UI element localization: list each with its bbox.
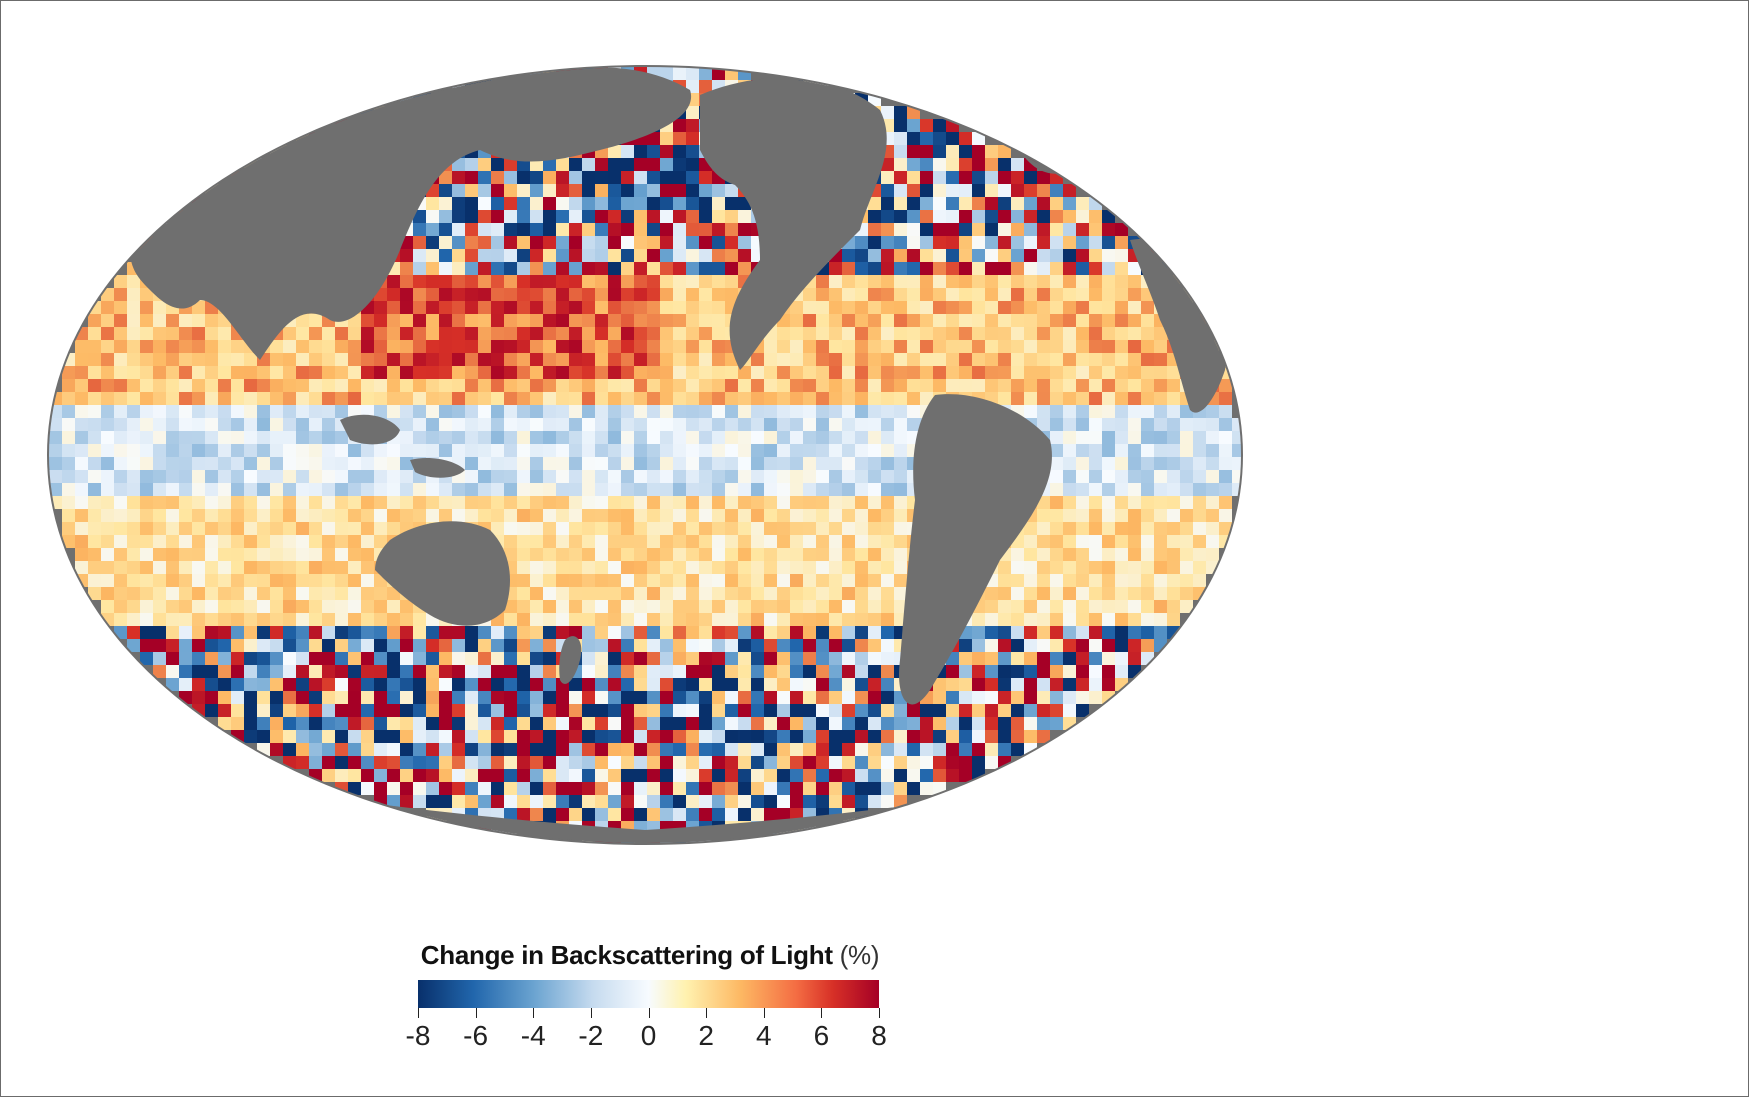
color-legend: Change in Backscattering of Light (%) -8… — [406, 940, 890, 1060]
colorbar-tick — [533, 1008, 535, 1018]
colorbar-tick — [648, 1008, 650, 1018]
colorbar-tick-label: 8 — [871, 1020, 887, 1051]
colorbar-tick-label: 2 — [698, 1020, 714, 1051]
new-zealand-landmass — [559, 636, 582, 684]
colorbar-tick — [418, 1008, 419, 1018]
legend-unit: (%) — [839, 940, 880, 970]
colorbar-tick-label: 4 — [755, 1020, 772, 1051]
colorbar-tick-label: -4 — [520, 1020, 546, 1051]
colorbar-tick — [706, 1008, 708, 1018]
colorbar-tick-label: -6 — [463, 1020, 489, 1051]
colorbar-tick-label: -8 — [405, 1020, 431, 1051]
australia-landmass — [375, 521, 510, 626]
asia-landmass — [130, 67, 692, 361]
north-america-landmass — [700, 77, 887, 370]
colorbar-tick — [475, 1008, 477, 1018]
legend-title: Change in Backscattering of Light (%) — [410, 940, 890, 971]
indonesia-islands — [340, 414, 465, 478]
colorbar-tick — [821, 1008, 823, 1018]
colorbar — [418, 980, 879, 1008]
colorbar-tick-label: -2 — [578, 1020, 604, 1051]
legend-title-text: Change in Backscattering of Light — [420, 940, 833, 970]
colorbar-tick-label: 6 — [813, 1020, 830, 1051]
colorbar-tick — [879, 1008, 880, 1018]
colorbar-tick-label: 0 — [640, 1020, 657, 1051]
colorbar-tick — [590, 1008, 592, 1018]
colorbar-tick — [763, 1008, 765, 1018]
south-america-landmass — [899, 394, 1052, 705]
